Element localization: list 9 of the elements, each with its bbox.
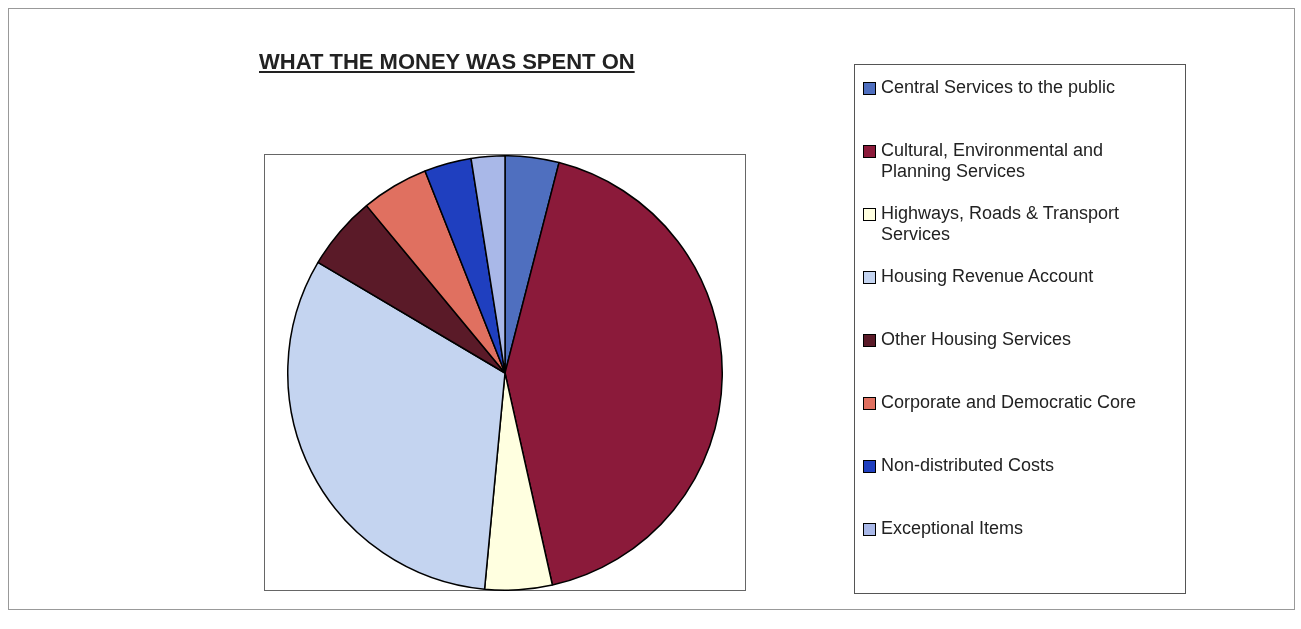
legend-label: Exceptional Items (881, 518, 1024, 539)
legend-label: Cultural, Environmental and Planning Services (881, 140, 1105, 182)
legend-label: Housing Revenue Account (881, 266, 1094, 287)
legend-label: Corporate and Democratic Core (881, 392, 1137, 413)
legend-label: Non-distributed Costs (881, 455, 1055, 476)
legend-label: Highways, Roads & Transport Services (881, 203, 1121, 245)
legend-label: Central Services to the public (881, 77, 1116, 98)
chart-title: WHAT THE MONEY WAS SPENT ON (259, 49, 635, 75)
legend-label: Other Housing Services (881, 329, 1072, 350)
